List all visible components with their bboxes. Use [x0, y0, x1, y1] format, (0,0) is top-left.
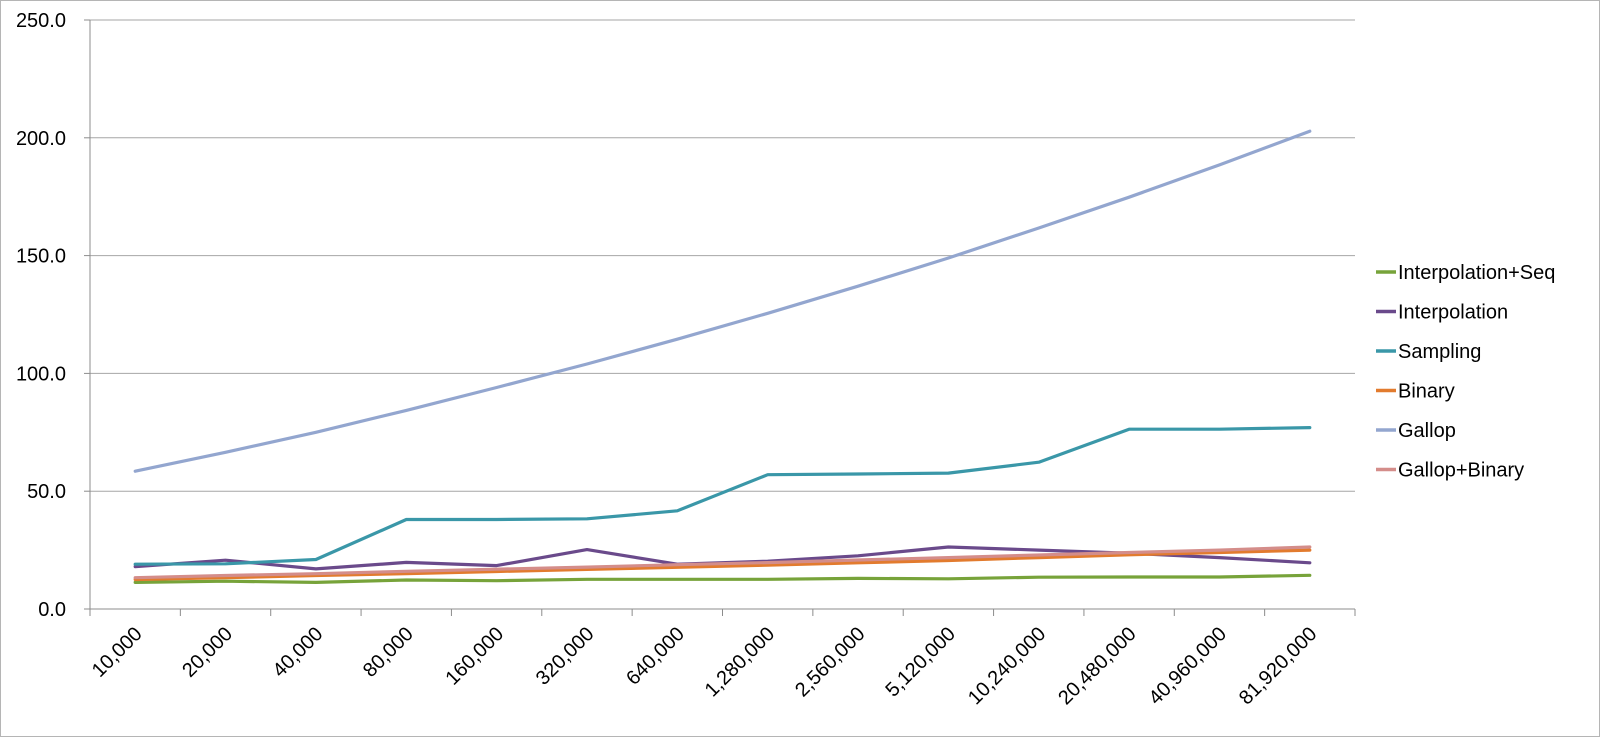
x-tick-label-10: 10,240,000: [964, 623, 1050, 709]
x-tick-label-2: 40,000: [269, 623, 328, 682]
y-tick-label-5: 250.0: [16, 10, 66, 32]
x-tick-label-8: 2,560,000: [791, 623, 869, 701]
gridlines: [90, 19, 1355, 492]
legend-label-5: Gallop+Binary: [1398, 460, 1524, 482]
series-line-2: [133, 426, 1312, 566]
y-tick-label-0: 0.0: [38, 599, 66, 621]
x-tick-label-5: 320,000: [532, 623, 599, 690]
legend-label-1: Interpolation: [1398, 302, 1508, 324]
x-tick-label-4: 160,000: [441, 623, 508, 690]
x-tick-label-13: 81,920,000: [1235, 623, 1321, 709]
series-line-5: [133, 545, 1312, 580]
y-tick-label-2: 100.0: [16, 363, 66, 385]
y-tick-labels: 0.0 50.0 100.0 150.0 200.0 250.0: [16, 10, 66, 621]
x-tick-labels: 10,000 20,000 40,000 80,000 160,000 320,000 64…: [88, 623, 1321, 709]
legend: Interpolation+Seq Interpolation Sampling Bi…: [1376, 262, 1555, 482]
y-tick-label-3: 150.0: [16, 246, 66, 268]
axes: [84, 19, 1356, 616]
x-tick-label-7: 1,280,000: [701, 623, 779, 701]
x-tick-label-12: 40,960,000: [1145, 623, 1231, 709]
x-tick-label-11: 20,480,000: [1054, 623, 1140, 709]
series-line-3: [133, 548, 1312, 582]
legend-label-0: Interpolation+Seq: [1398, 262, 1555, 284]
series-line-0: [133, 573, 1312, 585]
series-line-4: [133, 129, 1312, 473]
x-tick-label-0: 10,000: [88, 623, 147, 682]
legend-label-3: Binary: [1398, 381, 1455, 403]
x-tick-label-1: 20,000: [178, 623, 237, 682]
x-tick-label-3: 80,000: [359, 623, 418, 682]
series-lines: [133, 129, 1312, 585]
legend-label-4: Gallop: [1398, 420, 1456, 442]
y-tick-label-1: 50.0: [27, 481, 66, 503]
legend-label-2: Sampling: [1398, 341, 1481, 363]
x-tick-label-6: 640,000: [622, 623, 689, 690]
y-tick-label-4: 200.0: [16, 128, 66, 150]
x-tick-label-9: 5,120,000: [881, 623, 959, 701]
